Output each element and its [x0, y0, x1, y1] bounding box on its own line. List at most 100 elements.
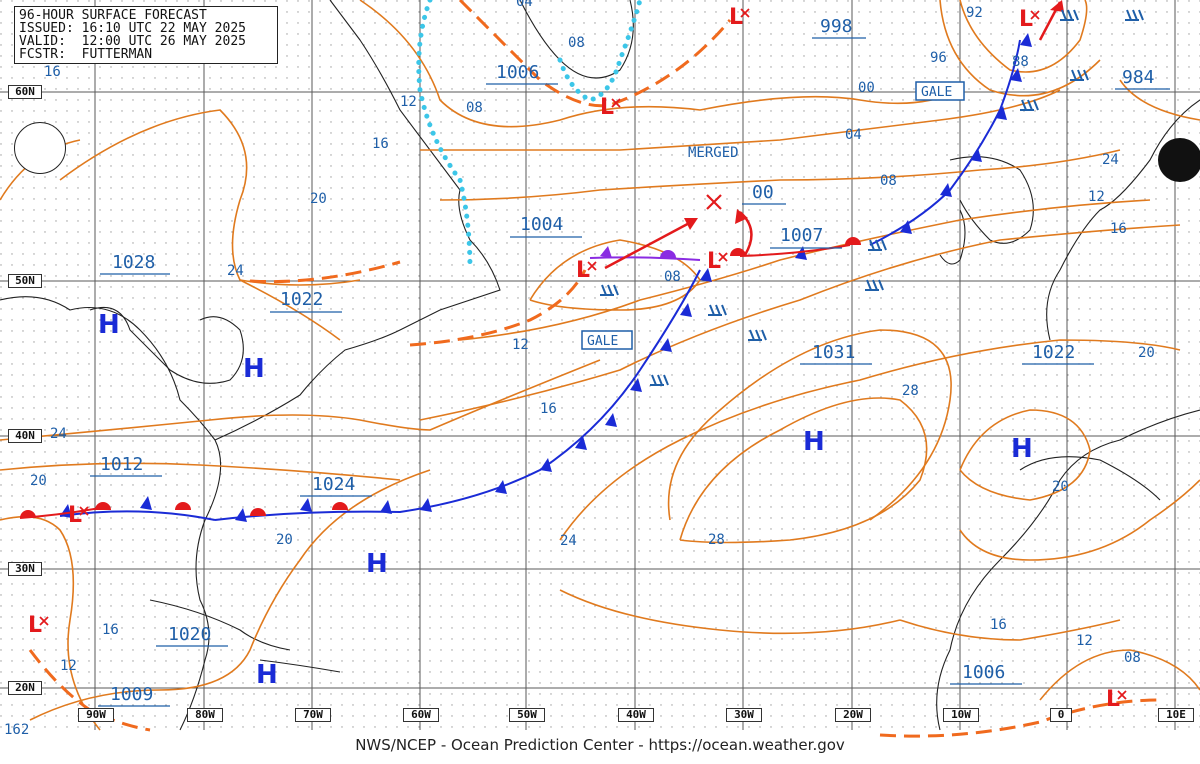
high-symbol: H — [366, 549, 388, 579]
high-centers: H H H H H H — [98, 310, 1033, 690]
low-symbol: L — [707, 249, 721, 274]
wind-barbs — [600, 9, 1144, 386]
lon-label-90w: 90W — [78, 708, 114, 722]
high-symbol: H — [1011, 434, 1033, 464]
pressure-value: 1022 — [280, 289, 323, 310]
pressure-value: 998 — [820, 16, 853, 37]
isobar-label: 08 — [880, 173, 897, 189]
lon-label-10w: 10W — [943, 708, 979, 722]
isobar-label: 04 — [516, 0, 533, 10]
low-centers: L L L L L L L L — [28, 5, 1120, 712]
low-symbol: L — [68, 503, 82, 528]
isobar-label: 12 — [512, 337, 529, 353]
lat-label-30n: 30N — [8, 562, 42, 576]
isobar-label: 96 — [930, 50, 947, 66]
coastlines — [0, 0, 1200, 731]
header-line-issued: ISSUED: 16:10 UTC 22 MAY 2025 — [19, 21, 246, 36]
lon-label-40w: 40W — [618, 708, 654, 722]
track-arrowhead — [1050, 0, 1064, 12]
low-x-marks — [706, 194, 722, 210]
isobar-label: 20 — [310, 191, 327, 207]
isobar-label: 16 — [990, 617, 1007, 633]
forecast-header: 96-HOUR SURFACE FORECAST ISSUED: 16:10 U… — [14, 6, 278, 64]
lon-label-80w: 80W — [187, 708, 223, 722]
occluded-symbols — [600, 246, 676, 258]
isobar-label: 28 — [902, 383, 919, 399]
lon-label-50w: 50W — [509, 708, 545, 722]
pressure-values: 1028 1022 1004 1006 998 984 1007 00 1031… — [100, 16, 1155, 705]
noaa-logo — [14, 122, 66, 174]
isobar-label: 08 — [1124, 650, 1141, 666]
isobar-label: 20 — [30, 473, 47, 489]
header-line-title: 96-HOUR SURFACE FORECAST — [19, 8, 207, 23]
isobar-label: 16 — [102, 622, 119, 638]
high-symbol: H — [803, 427, 825, 457]
isobar-label: 12 — [400, 94, 417, 110]
isobar-label: 08 — [664, 269, 681, 285]
lon-label-10e: 10E — [1158, 708, 1194, 722]
pressure-value: 1020 — [168, 624, 211, 645]
isobar-label: 24 — [560, 533, 577, 549]
pressure-value: 1004 — [520, 214, 563, 235]
isobar-label: 04 — [845, 127, 862, 143]
pressure-value: 1006 — [962, 662, 1005, 683]
isobar-label: 24 — [227, 263, 244, 279]
storm-tracks — [604, 0, 1064, 270]
isobar-label: 162 — [4, 722, 29, 738]
merged-label: MERGED — [688, 145, 739, 161]
pressure-value: 00 — [752, 182, 774, 203]
isobar-label: 00 — [858, 80, 875, 96]
low-x — [39, 8, 1127, 700]
map-background — [0, 0, 1200, 730]
pressure-value: 1028 — [112, 252, 155, 273]
svg-text:GALE: GALE — [587, 334, 618, 349]
lat-label-50n: 50N — [8, 274, 42, 288]
low-symbol: L — [28, 613, 42, 638]
pressure-value: 1006 — [496, 62, 539, 83]
low-symbol: L — [576, 258, 590, 283]
isobar-label: 08 — [568, 35, 585, 51]
isobar-label: 92 — [966, 5, 983, 21]
isobar-label: 12 — [1088, 189, 1105, 205]
gale-box: GALE — [915, 81, 965, 101]
lat-label-60n: 60N — [8, 85, 42, 99]
nws-logo — [1158, 138, 1200, 182]
isobar-label: 16 — [540, 401, 557, 417]
low-symbol: L — [1019, 7, 1033, 32]
pressure-value: 1022 — [1032, 342, 1075, 363]
lon-label-20w: 20W — [835, 708, 871, 722]
track-arrowhead — [735, 209, 748, 224]
occluded-front — [589, 256, 701, 261]
pressure-underlines — [90, 37, 1170, 707]
svg-text:GALE: GALE — [921, 85, 952, 100]
isobar-label: 20 — [1052, 479, 1069, 495]
track-arrowhead — [684, 218, 698, 230]
low-symbol: L — [600, 95, 614, 120]
isobar-labels: 16 12 16 20 24 08 04 00 08 12 16 20 08 1… — [4, 0, 1155, 738]
gale-box: GALE — [581, 330, 633, 350]
isobar-label: 20 — [1138, 345, 1155, 361]
isobar-label: 24 — [50, 426, 67, 442]
lon-label-70w: 70W — [295, 708, 331, 722]
isobars — [0, 0, 1200, 731]
pressure-value: 1009 — [110, 684, 153, 705]
isobar-label: 08 — [466, 100, 483, 116]
ice-edge — [416, 0, 643, 273]
isobar-label: 12 — [60, 658, 77, 674]
isobar-label: 12 — [1076, 633, 1093, 649]
pressure-value: 1007 — [780, 225, 823, 246]
pressure-value: 1012 — [100, 454, 143, 475]
lat-label-40n: 40N — [8, 429, 42, 443]
low-symbol: L — [729, 5, 743, 30]
low-symbol: L — [1106, 687, 1120, 712]
header-line-forecaster: FCSTR: FUTTERMAN — [19, 47, 153, 62]
lat-label-20n: 20N — [8, 681, 42, 695]
lon-label-0: 0 — [1050, 708, 1072, 722]
pressure-value: 1031 — [812, 342, 855, 363]
isobar-label: 16 — [1110, 221, 1127, 237]
high-symbol: H — [98, 310, 120, 340]
isobar-label: 16 — [44, 64, 61, 80]
high-symbol: H — [243, 354, 265, 384]
lon-label-30w: 30W — [726, 708, 762, 722]
